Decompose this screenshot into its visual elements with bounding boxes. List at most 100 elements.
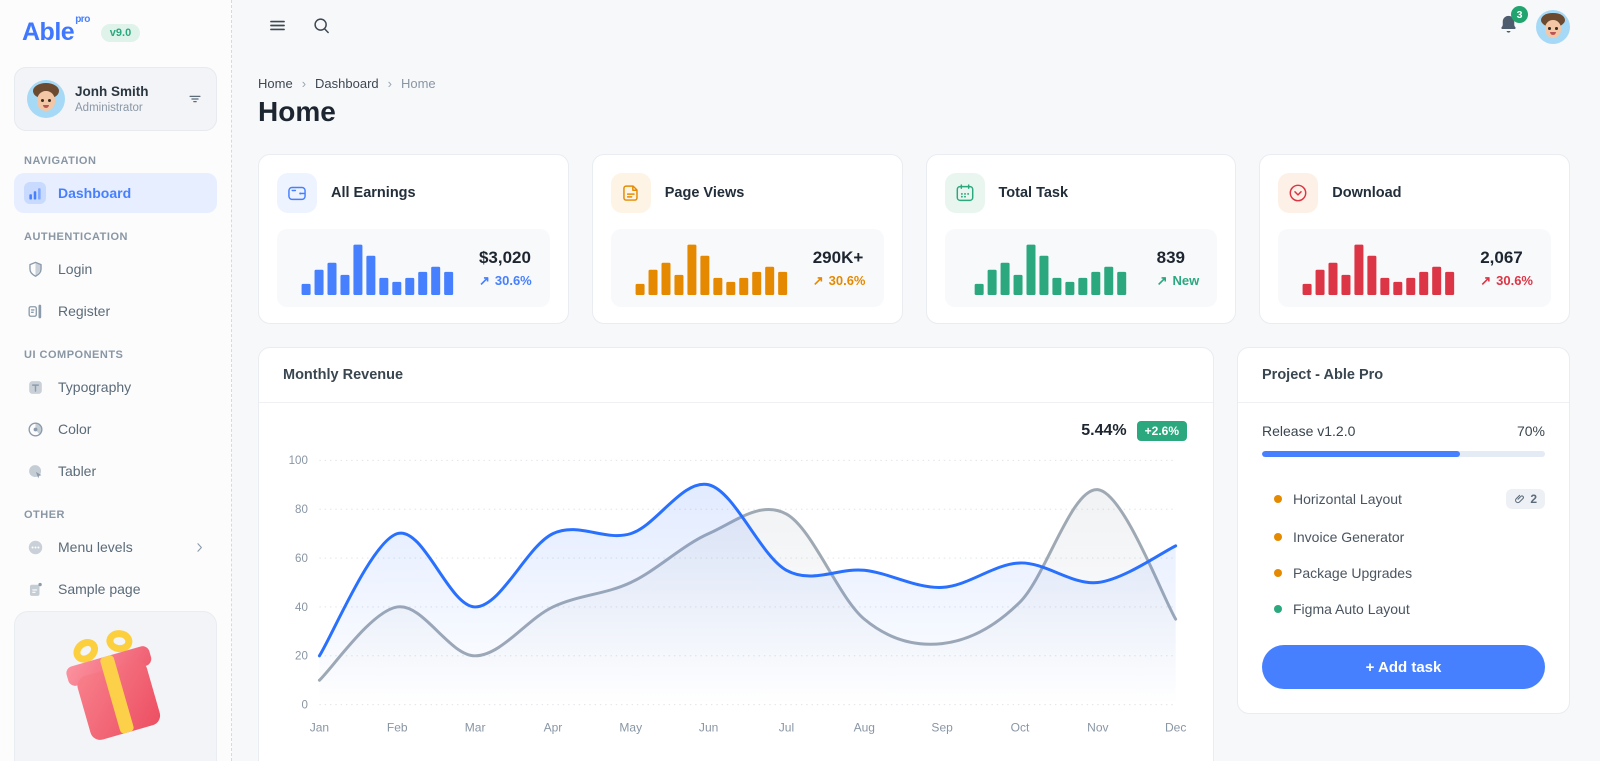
- spark-bar-chart: [635, 244, 787, 295]
- stats-row: All Earnings $3,020 ↗ 30.6% Page Views 290K+ ↗…: [258, 154, 1570, 324]
- content-area: Home › Dashboard › Home Home All Earnings $3,…: [232, 54, 1600, 761]
- stat-card-delta-text: 30.6%: [828, 273, 866, 288]
- dashboard-icon: [24, 182, 46, 204]
- monthly-revenue-chart[interactable]: 0 20 40 60 80 100 Jan Feb Mar Apr May Jun Jul Aug Sep O…: [259, 441, 1213, 747]
- task-item-package-upgrades[interactable]: Package Upgrades: [1262, 555, 1545, 591]
- sidebar-item-label: Register: [58, 303, 111, 319]
- stat-card-panel: 290K+ ↗ 30.6%: [610, 229, 884, 307]
- sidebar-item-login[interactable]: Login: [14, 249, 217, 289]
- stat-card-panel: 839 ↗ New: [944, 229, 1218, 307]
- sidebar-item-label: Typography: [58, 379, 132, 395]
- task-label: Horizontal Layout: [1293, 491, 1402, 507]
- task-attachment-badge: 2: [1506, 489, 1545, 509]
- sidebar-item-typography[interactable]: Typography: [14, 367, 217, 407]
- task-label: Invoice Generator: [1293, 529, 1405, 545]
- project-card-title: Project - Able Pro: [1238, 348, 1569, 403]
- search-icon: [311, 15, 332, 39]
- stat-card-delta: ↗ 30.6%: [1480, 273, 1533, 289]
- stat-card-title: All Earnings: [331, 185, 416, 201]
- hamburger-menu-button[interactable]: [258, 8, 296, 46]
- x-axis-tick-label: Jun: [699, 721, 718, 735]
- sidebar-item-color[interactable]: Color: [14, 409, 217, 449]
- nav-section-label: AUTHENTICATION: [24, 231, 128, 243]
- sidebar-item-label: Login: [58, 261, 93, 277]
- spark-bar-chart: [301, 244, 454, 295]
- y-axis-tick-label: 80: [295, 504, 308, 516]
- task-attachment-count: 2: [1530, 492, 1537, 506]
- header-avatar[interactable]: [1536, 10, 1570, 44]
- menu-levels-icon: [24, 536, 46, 558]
- stat-card-value: $3,020: [478, 247, 531, 267]
- search-button[interactable]: [302, 8, 340, 46]
- promo-gift-card[interactable]: [14, 611, 217, 761]
- line-chart-svg: 0 20 40 60 80 100 Jan Feb Mar Apr May Jun Jul Aug Sep O…: [289, 455, 1187, 735]
- typography-icon: [24, 376, 46, 398]
- page-title: Home: [258, 96, 336, 127]
- spark-bar-chart: [974, 244, 1126, 295]
- breadcrumb-item[interactable]: Home: [258, 76, 293, 91]
- chevron-right-icon: [192, 540, 207, 555]
- brand-logo[interactable]: Ablepro v9.0: [14, 10, 217, 57]
- notifications-button[interactable]: 3: [1497, 6, 1528, 41]
- stat-card-delta: ↗ New: [1157, 273, 1200, 289]
- stat-card-delta-text: New: [1172, 273, 1200, 288]
- stat-card-value: 839: [1156, 247, 1185, 267]
- trend-up-arrow-icon: ↗: [478, 272, 490, 288]
- y-axis-tick-label: 60: [295, 553, 308, 565]
- release-percent: 70%: [1516, 423, 1545, 439]
- revenue-rate-value: 5.44%: [1081, 422, 1127, 439]
- project-card: Project - Able Pro Release v1.2.0 70% Ho…: [1237, 347, 1570, 714]
- spark-bar-chart: [1302, 244, 1455, 295]
- x-axis-tick-label: May: [619, 721, 642, 735]
- stat-card-value: 290K+: [812, 247, 864, 267]
- x-axis-tick-label: Dec: [1165, 721, 1186, 735]
- x-axis-tick-label: Oct: [1011, 721, 1030, 735]
- stat-card-page-views: Page Views 290K+ ↗ 30.6%: [591, 154, 903, 324]
- user-card-menu-icon[interactable]: [186, 90, 204, 108]
- x-axis-tick-label: Apr: [544, 721, 563, 735]
- gift-image: [56, 625, 175, 756]
- task-item-horizontal-layout[interactable]: Horizontal Layout 2: [1262, 479, 1545, 519]
- x-axis-tick-label: Aug: [854, 721, 875, 735]
- download-icon: [1278, 173, 1319, 213]
- topbar: 3: [232, 0, 1600, 54]
- x-axis-tick-label: Jul: [779, 721, 794, 735]
- stat-card-delta: ↗ 30.6%: [479, 273, 532, 289]
- user-card[interactable]: Jonh Smith Administrator: [14, 67, 217, 131]
- sidebar: Ablepro v9.0 Jonh Smith Administrator NA…: [0, 0, 232, 761]
- monthly-revenue-card: Monthly Revenue 5.44% +2.6% 0 20 40 60 80 100…: [258, 347, 1214, 761]
- stat-card-total-task: Total Task 839 ↗ New: [925, 154, 1237, 324]
- sidebar-item-register[interactable]: Register: [14, 291, 217, 331]
- sidebar-item-label: Dashboard: [58, 185, 132, 201]
- y-axis-tick-label: 100: [289, 455, 308, 467]
- sample-page-icon: [24, 578, 46, 600]
- brand-pro-label: pro: [75, 13, 90, 25]
- task-status-dot: [1274, 569, 1282, 577]
- stat-card-title: Download: [1332, 185, 1402, 201]
- sidebar-item-label: Tabler: [58, 463, 97, 479]
- sidebar-item-sample-page[interactable]: Sample page: [14, 569, 217, 609]
- color-icon: [24, 418, 46, 440]
- sidebar-item-tabler[interactable]: Tabler: [14, 451, 217, 491]
- x-axis-tick-label: Mar: [465, 721, 486, 735]
- task-item-figma-auto-layout[interactable]: Figma Auto Layout: [1262, 591, 1545, 627]
- add-task-button[interactable]: + Add task: [1262, 645, 1545, 689]
- stat-card-delta: ↗ 30.6%: [813, 273, 866, 289]
- sidebar-item-menu-levels[interactable]: Menu levels: [14, 527, 217, 567]
- trend-up-arrow-icon: ↗: [1480, 272, 1492, 288]
- paperclip-icon: [1514, 493, 1526, 505]
- notification-count-badge: 3: [1511, 6, 1528, 23]
- task-item-invoice-generator[interactable]: Invoice Generator: [1262, 519, 1545, 555]
- breadcrumb-item: Home: [400, 76, 436, 91]
- breadcrumb: Home › Dashboard › Home: [258, 76, 1570, 91]
- breadcrumb-item[interactable]: Dashboard: [315, 76, 379, 91]
- nav-section-label: UI COMPONENTS: [24, 349, 124, 361]
- release-progress-bar: [1262, 451, 1545, 457]
- sidebar-item-dashboard[interactable]: Dashboard: [14, 173, 217, 213]
- stat-card-title: Total Task: [998, 185, 1069, 201]
- trend-up-arrow-icon: ↗: [812, 272, 824, 288]
- user-avatar: [27, 80, 65, 118]
- stat-card-all-earnings: All Earnings $3,020 ↗ 30.6%: [258, 154, 569, 324]
- y-axis-tick-label: 40: [295, 602, 308, 614]
- chart-area-current: [319, 484, 1176, 705]
